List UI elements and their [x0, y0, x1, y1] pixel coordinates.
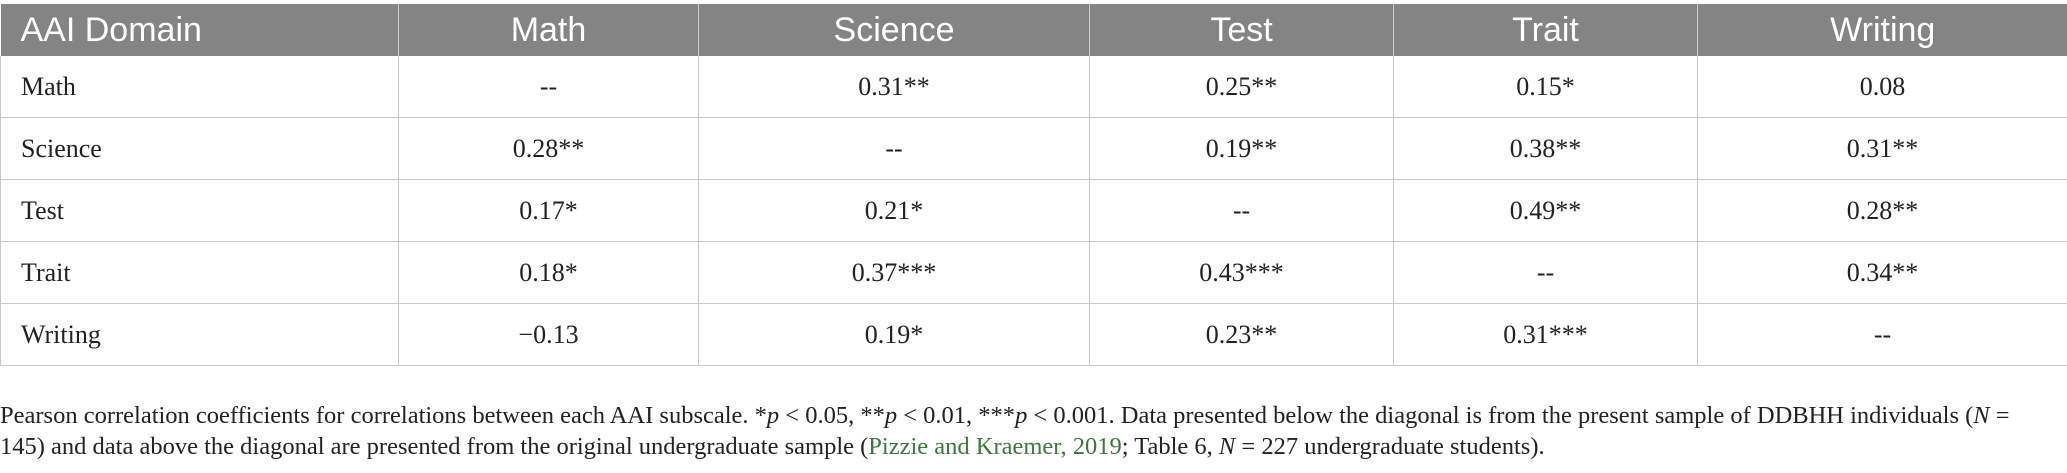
footnote-text: = 227 undergraduate students).: [1235, 433, 1545, 460]
row-label: Math: [0, 56, 399, 118]
correlation-table: AAI Domain Math Science Test Trait Writi…: [0, 4, 2067, 366]
table-cell: --: [1089, 179, 1394, 242]
table-cell: 0.37***: [698, 241, 1090, 304]
column-header: Trait: [1393, 4, 1698, 56]
table-cell: --: [698, 117, 1090, 180]
table-cell: 0.49**: [1393, 179, 1698, 242]
citation-link[interactable]: Pizzie and Kraemer, 2019: [868, 433, 1122, 460]
table-cell: --: [1393, 241, 1698, 304]
column-header: AAI Domain: [0, 4, 399, 56]
table-row: Science 0.28** -- 0.19** 0.38** 0.31**: [0, 117, 2067, 180]
table-row: Trait 0.18* 0.37*** 0.43*** -- 0.34**: [0, 241, 2067, 304]
table-cell: 0.31**: [698, 56, 1090, 118]
n-symbol: N: [1218, 433, 1236, 460]
table-cell: 0.25**: [1089, 56, 1394, 118]
table-cell: --: [1697, 303, 2067, 366]
table-footnote: Pearson correlation coefficients for cor…: [0, 400, 2060, 462]
row-label: Test: [0, 179, 399, 242]
footnote-text: Pearson correlation coefficients for cor…: [0, 402, 767, 429]
p-symbol: p: [766, 402, 780, 429]
table-cell: 0.28**: [398, 117, 699, 180]
table-cell: 0.34**: [1697, 241, 2067, 304]
table-row: Writing −0.13 0.19* 0.23** 0.31*** --: [0, 303, 2067, 366]
footnote-text: < 0.05, **: [779, 402, 885, 429]
table-cell: 0.28**: [1697, 179, 2067, 242]
p-symbol: p: [1015, 402, 1028, 429]
table-cell: 0.15*: [1393, 56, 1698, 118]
table-cell: 0.23**: [1089, 303, 1394, 366]
column-header: Test: [1089, 4, 1394, 56]
column-header: Math: [398, 4, 699, 56]
p-symbol: p: [884, 402, 898, 429]
column-header: Writing: [1697, 4, 2067, 56]
table-cell: 0.17*: [398, 179, 699, 242]
row-label: Writing: [0, 303, 399, 366]
column-header: Science: [698, 4, 1090, 56]
table-cell: --: [398, 56, 699, 118]
table-cell: 0.19*: [698, 303, 1090, 366]
footnote-text: ; Table 6,: [1121, 433, 1219, 460]
footnote-text: = 145) and data above the diagonal are p…: [0, 402, 2010, 460]
table-cell: 0.43***: [1089, 241, 1394, 304]
row-label: Science: [0, 117, 399, 180]
header-row: AAI Domain Math Science Test Trait Writi…: [0, 4, 2067, 56]
row-label: Trait: [0, 241, 399, 304]
table-cell: 0.31**: [1697, 117, 2067, 180]
n-symbol: N: [1973, 402, 1990, 429]
table-cell: 0.19**: [1089, 117, 1394, 180]
table-cell: 0.18*: [398, 241, 699, 304]
table-row: Math -- 0.31** 0.25** 0.15* 0.08: [0, 56, 2067, 118]
footnote-text: < 0.001. Data presented below the diagon…: [1027, 402, 1974, 429]
table-cell: −0.13: [398, 303, 699, 366]
footnote-text: < 0.01, ***: [897, 402, 1016, 429]
table-cell: 0.08: [1697, 56, 2067, 118]
table-cell: 0.38**: [1393, 117, 1698, 180]
table-cell: 0.21*: [698, 179, 1090, 242]
table-row: Test 0.17* 0.21* -- 0.49** 0.28**: [0, 179, 2067, 242]
table-cell: 0.31***: [1393, 303, 1698, 366]
